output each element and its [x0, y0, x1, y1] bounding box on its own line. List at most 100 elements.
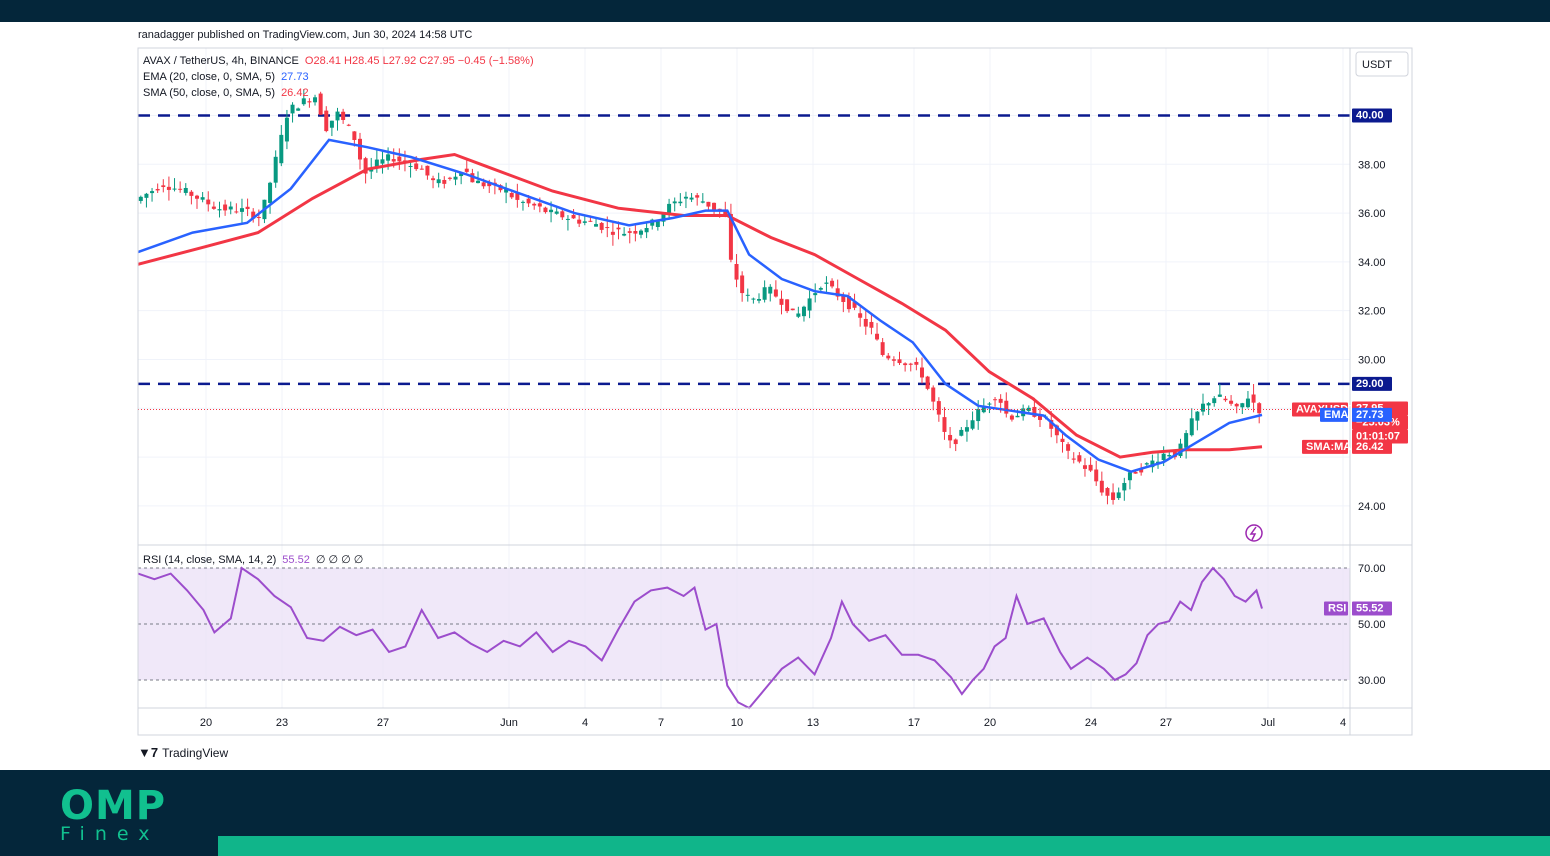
candle-body	[1189, 418, 1194, 436]
replay-icon[interactable]	[1245, 524, 1263, 542]
candle-body	[942, 417, 947, 432]
candle-body	[919, 367, 924, 378]
badge-rsi-name-bg	[1324, 601, 1348, 616]
candle-body	[206, 199, 211, 205]
candle-body	[672, 201, 677, 204]
candle-body	[948, 434, 953, 441]
candle-body	[504, 189, 509, 193]
price-tick-label: 24.00	[1358, 501, 1386, 513]
price-tick-label: 36.00	[1358, 208, 1386, 220]
candle-body	[644, 228, 649, 233]
candle-body	[1060, 438, 1065, 442]
svg-text:RSI (14, close, SMA, 14, 2)55.: RSI (14, close, SMA, 14, 2) 55.52 ∅ ∅ ∅ ∅	[143, 554, 363, 566]
candle-body	[1088, 464, 1093, 471]
candle-body	[397, 156, 402, 162]
time-tick-label: 13	[807, 717, 819, 729]
candle-body	[852, 302, 857, 308]
candle-body	[1049, 419, 1054, 429]
candle-body	[1099, 480, 1104, 493]
candle-body	[1240, 403, 1245, 408]
legend-rsi-value: 55.52	[282, 554, 310, 566]
candle-body	[341, 111, 346, 120]
candle-body	[813, 293, 818, 296]
legend-ohlc: O28.41 H28.45 L27.92 C27.95 −0.45 (−1.58…	[305, 55, 534, 67]
candle-body	[577, 219, 582, 224]
badge-sma-value: 26.42	[1352, 439, 1392, 454]
candle-body	[520, 201, 525, 203]
candle-body	[627, 231, 632, 233]
time-tick-label: 24	[1085, 717, 1097, 729]
axis-badges: 40.0029.00AVAXUSDT27.95−25.03%01:01:07EM…	[1292, 108, 1408, 616]
badge-countdown-text: 01:01:07	[1356, 431, 1400, 443]
badge-29-bg	[1352, 376, 1392, 391]
candle-body	[357, 138, 362, 160]
tv-logo-text: TradingView	[162, 745, 229, 760]
candle-body	[453, 176, 458, 180]
candle-body	[284, 117, 289, 142]
candle-body	[1139, 468, 1144, 473]
candle-body	[734, 263, 739, 280]
candle-body	[251, 211, 256, 219]
candle-body	[515, 192, 520, 200]
candle-body	[1217, 394, 1222, 397]
candle-body	[363, 158, 368, 174]
candle-body	[273, 156, 278, 183]
candle-body	[318, 93, 323, 115]
tradingview-logo[interactable]: ▼7 TradingView	[138, 745, 228, 760]
candle-body	[779, 298, 784, 305]
candle-body	[987, 403, 992, 405]
currency-selector[interactable]: USDT	[1355, 51, 1409, 77]
badge-29-text: 29.00	[1356, 378, 1384, 390]
badge-sma-name-text: SMA:MA	[1306, 441, 1351, 453]
badge-ema-value: 27.73	[1352, 407, 1392, 422]
candle-body	[1257, 403, 1262, 414]
candle-body	[717, 208, 722, 210]
legend-sma-label[interactable]: SMA (50, close, 0, SMA, 5)	[143, 87, 275, 99]
currency-label[interactable]: USDT	[1362, 59, 1392, 71]
candle-body	[633, 231, 638, 234]
candle-body	[1071, 458, 1076, 460]
candle-body	[442, 179, 447, 184]
published-note: ranadagger published on TradingView.com,…	[138, 29, 473, 41]
candle-body	[459, 172, 464, 177]
chart-svg[interactable]: 24.00 30.00 32.00 34.00 36.00 38.00 30.00 50.0…	[0, 0, 1550, 770]
candle-body	[1015, 415, 1020, 418]
candle-body	[189, 191, 194, 196]
time-tick-label: Jun	[500, 717, 518, 729]
candle-body	[695, 195, 700, 198]
candle-body	[150, 191, 155, 194]
candle-body	[594, 224, 599, 227]
chart-frame	[137, 47, 1413, 736]
candle-body	[1116, 492, 1121, 499]
candle-body	[880, 342, 885, 355]
candle-body	[436, 179, 441, 184]
tv-logo-icon: ▼7	[138, 745, 159, 760]
candle-body	[599, 222, 604, 230]
svg-text:SMA (50, close, 0, SMA, 5)26.4: SMA (50, close, 0, SMA, 5) 26.42	[143, 87, 309, 99]
legend-ema-label[interactable]: EMA (20, close, 0, SMA, 5)	[143, 71, 275, 83]
candle-body	[667, 203, 672, 215]
candle-body	[565, 218, 570, 220]
candle-body	[993, 399, 998, 401]
candle-body	[723, 210, 728, 217]
price-axis-ticks: 24.00 30.00 32.00 34.00 36.00 38.00	[1358, 159, 1386, 513]
candle-body	[1077, 455, 1082, 462]
candle-body	[155, 188, 160, 191]
candle-body	[464, 168, 469, 172]
candle-body	[380, 159, 385, 164]
candle-body	[234, 211, 239, 213]
candle-body	[290, 104, 295, 114]
time-tick-label: 23	[276, 717, 288, 729]
legend-sma-value: 26.42	[281, 87, 309, 99]
candle-body	[1122, 482, 1127, 491]
candle-body	[914, 361, 919, 365]
candle-body	[346, 124, 351, 126]
candle-body	[1111, 492, 1116, 500]
candle-body	[537, 203, 542, 207]
rsi-tick-label: 50.00	[1358, 619, 1386, 631]
badge-ema-name-text: EMA	[1324, 409, 1349, 421]
time-tick-label: 17	[908, 717, 920, 729]
legend-rsi-label[interactable]: RSI (14, close, SMA, 14, 2)	[143, 554, 276, 566]
candle-body	[301, 98, 306, 105]
candle-body	[307, 101, 312, 103]
